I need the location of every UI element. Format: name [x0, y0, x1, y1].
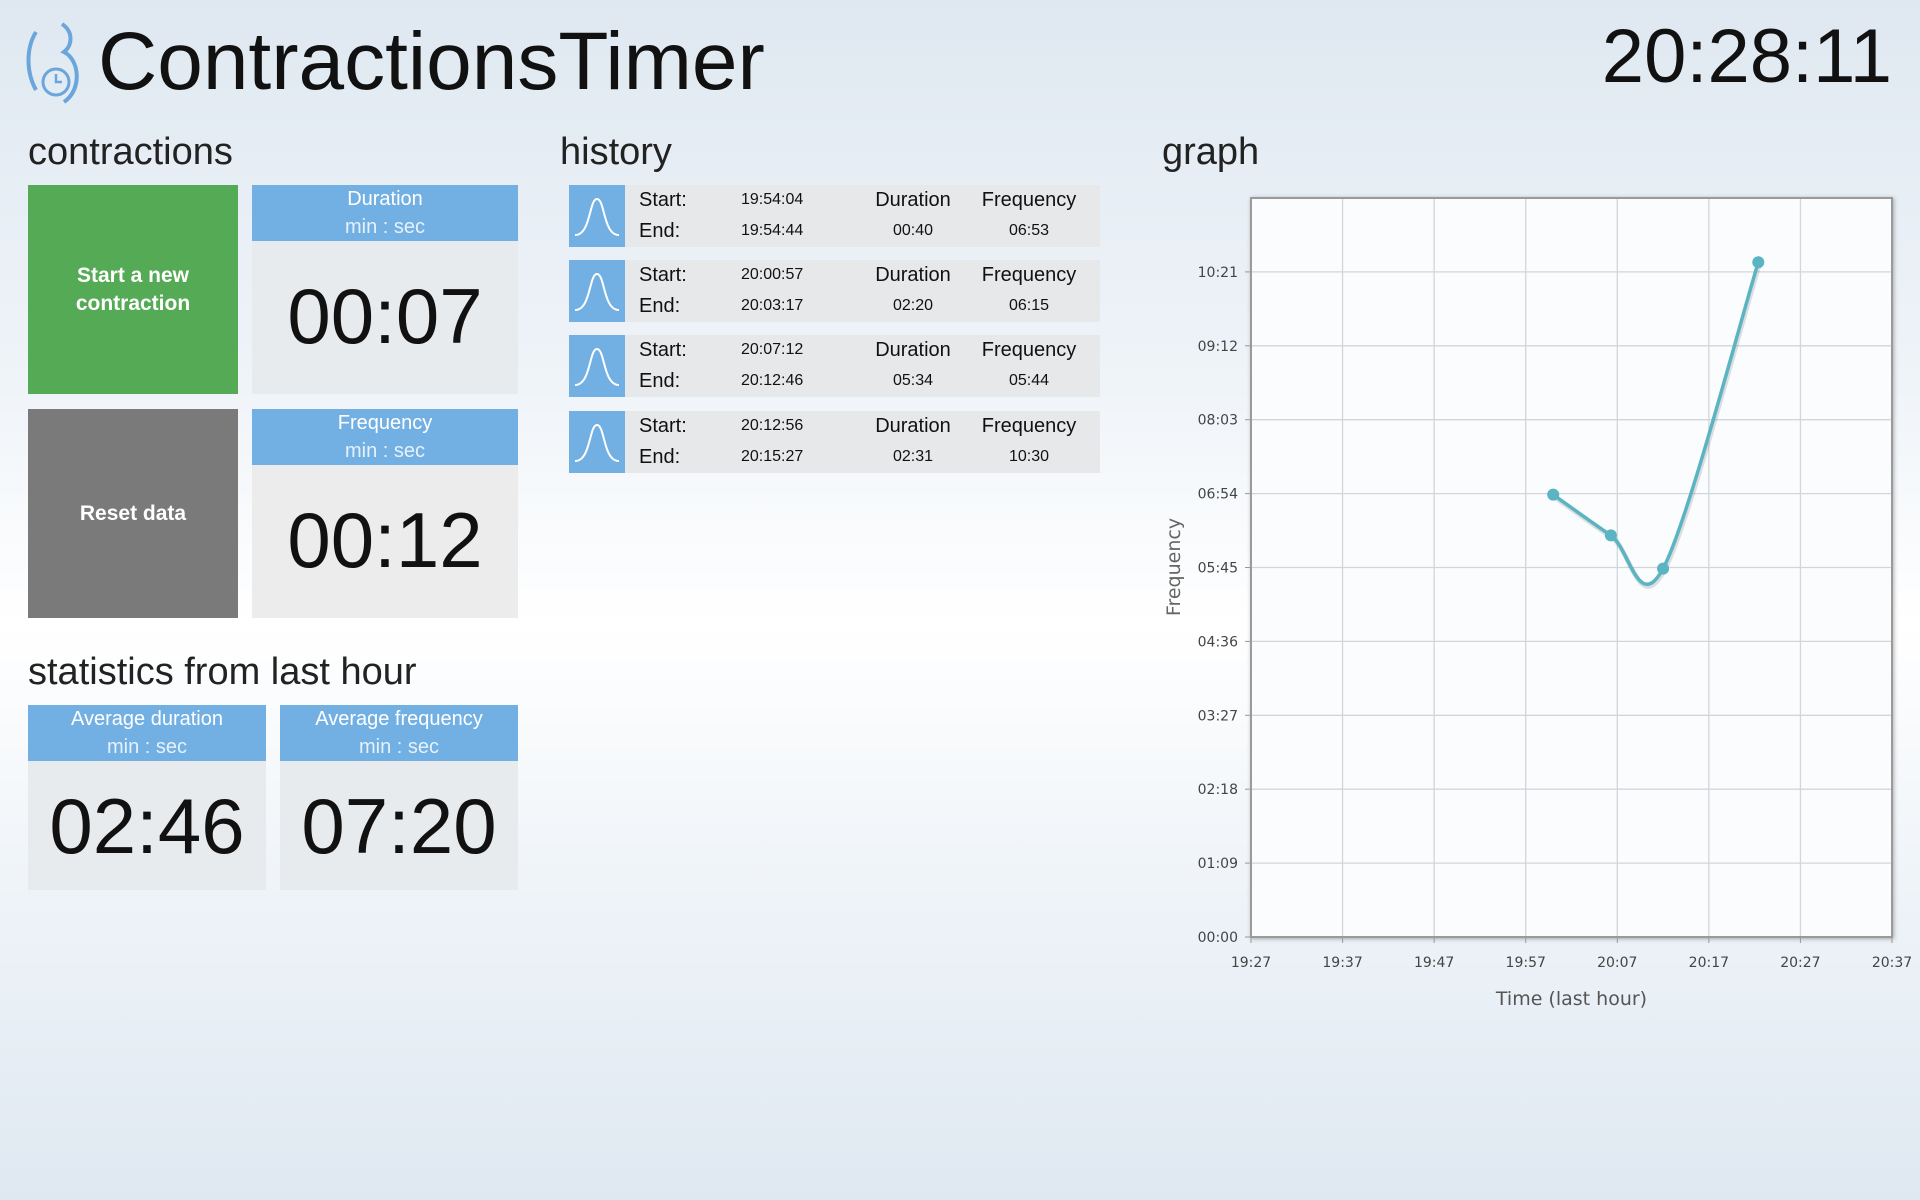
panel-label: Average frequency	[315, 708, 483, 730]
panel-value: 00:07	[287, 272, 483, 360]
clock: 20:28:11	[1601, 14, 1892, 99]
bell-curve	[574, 347, 620, 386]
frequency-panel: Frequency min : sec 00:12	[252, 409, 518, 618]
duration-value: 02:20	[892, 297, 934, 314]
contraction-icon	[569, 335, 625, 397]
x-tick-label: 20:27	[1780, 955, 1820, 971]
average-frequency-panel: Average frequency min : sec 07:20	[280, 705, 518, 890]
history-row: Start: End: 20:12:56 20:15:27 Duration 02:31 F…	[569, 411, 1100, 473]
point	[1547, 488, 1560, 501]
start-time: 20:07:12	[741, 341, 804, 358]
y-tick-label: 08:03	[1198, 413, 1238, 429]
x-tick-label: 20:07	[1597, 955, 1637, 971]
x-tick-label: 19:47	[1414, 955, 1454, 971]
y-tick-label: 02:18	[1198, 782, 1238, 798]
panel-label: Average duration	[71, 708, 223, 730]
start-time: 20:12:56	[741, 417, 804, 434]
duration-value: 00:40	[892, 222, 934, 239]
bell-curve	[574, 272, 620, 311]
panel-value: 02:46	[49, 782, 245, 870]
y-tick-label: 01:09	[1198, 856, 1238, 872]
history-row: Start: End: 20:00:57 20:03:17 Duration 02:20 F…	[569, 260, 1100, 322]
duration-value: 02:31	[892, 448, 934, 465]
start-label: Start:	[639, 189, 687, 211]
panel-label: Frequency	[337, 412, 433, 434]
duration-label: Duration	[875, 339, 951, 361]
frequency-value: 06:15	[1008, 297, 1050, 314]
end-time: 20:12:46	[741, 372, 804, 389]
frequency-label: Frequency	[981, 415, 1077, 437]
start-label: Start:	[639, 264, 687, 286]
x-tick-label: 19:37	[1322, 955, 1362, 971]
plot-frame	[1250, 197, 1893, 938]
panel-label: Duration	[347, 188, 423, 210]
history-heading: history	[560, 131, 672, 173]
reset-button[interactable]: Reset data	[28, 409, 238, 618]
x-tick-label: 19:57	[1506, 955, 1546, 971]
history-row: Start: End: 20:07:12 20:12:46 Duration 05:34 F…	[569, 335, 1100, 397]
contraction-icon	[569, 260, 625, 322]
start-button[interactable]: Start a new contraction	[28, 185, 238, 394]
point	[1752, 256, 1765, 269]
point	[1657, 562, 1670, 575]
x-tick-label: 20:17	[1689, 955, 1729, 971]
x-axis-label: Time (last hour)	[1495, 988, 1647, 1010]
y-tick-label: 04:36	[1198, 634, 1238, 650]
end-time: 20:15:27	[741, 448, 804, 465]
duration-label: Duration	[875, 189, 951, 211]
panel-unit: min : sec	[106, 736, 188, 758]
contraction-icon	[569, 185, 625, 247]
end-label: End:	[639, 370, 681, 392]
start-label: Start:	[639, 339, 687, 361]
frequency-value: 10:30	[1008, 448, 1050, 465]
end-time: 19:54:44	[741, 222, 804, 239]
graph-heading: graph	[1162, 131, 1260, 173]
frequency-label: Frequency	[981, 339, 1077, 361]
panel-unit: min : sec	[344, 216, 426, 238]
y-tick-label: 03:27	[1198, 708, 1238, 724]
panel-value: 07:20	[301, 782, 497, 870]
statistics-heading: statistics from last hour	[28, 651, 417, 693]
history-row: Start: End: 19:54:04 19:54:44 Duration 00:40 F…	[569, 185, 1100, 247]
y-tick-label: 05:45	[1198, 561, 1238, 577]
frequency-value: 06:53	[1008, 222, 1050, 239]
end-label: End:	[639, 220, 681, 242]
frequency-label: Frequency	[981, 264, 1077, 286]
frequency-value: 05:44	[1008, 372, 1050, 389]
bell-curve	[574, 423, 620, 462]
duration-label: Duration	[875, 264, 951, 286]
y-tick-label: 10:21	[1198, 265, 1238, 281]
frequency-label: Frequency	[981, 189, 1077, 211]
y-tick-label: 06:54	[1198, 487, 1238, 503]
panel-unit: min : sec	[358, 736, 440, 758]
end-label: End:	[639, 295, 681, 317]
start-time: 19:54:04	[741, 191, 804, 208]
duration-value: 05:34	[892, 372, 934, 389]
duration-panel: Duration min : sec 00:07	[252, 185, 518, 394]
duration-label: Duration	[875, 415, 951, 437]
panel-value: 00:12	[287, 496, 483, 584]
end-label: End:	[639, 446, 681, 468]
chart: 00:00 01:09 02:18 03:27 04:36 05:45 06:54 08:03…	[1163, 197, 1912, 1010]
y-tick-label: 09:12	[1198, 339, 1238, 355]
start-time: 20:00:57	[741, 266, 804, 283]
x-tick-label: 20:37	[1872, 955, 1912, 971]
x-tick-label: 19:27	[1231, 955, 1271, 971]
line	[1552, 261, 1760, 586]
app-title: ContractionsTimer	[98, 16, 765, 107]
contractions-heading: contractions	[28, 131, 233, 173]
point	[1604, 529, 1617, 542]
bell-curve	[574, 197, 620, 236]
start-label: Start:	[639, 415, 687, 437]
logo	[26, 22, 79, 104]
panel-unit: min : sec	[344, 440, 426, 462]
y-axis-label: Frequency	[1163, 518, 1185, 616]
contraction-icon	[569, 411, 625, 473]
y-tick-label: 00:00	[1198, 930, 1238, 946]
end-time: 20:03:17	[741, 297, 804, 314]
average-duration-panel: Average duration min : sec 02:46	[28, 705, 266, 890]
